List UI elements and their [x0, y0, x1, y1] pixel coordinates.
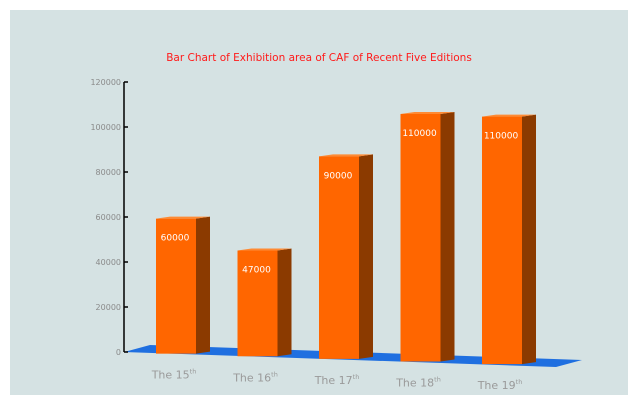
bar-top [482, 114, 536, 117]
bar-side [440, 111, 455, 362]
data-label: 90000 [324, 171, 353, 181]
y-tick-label: 60000 [96, 213, 121, 222]
category-label: The 17th [314, 373, 360, 387]
bar-side [196, 216, 210, 354]
bar-top [156, 216, 210, 219]
y-tick-label: 120000 [90, 78, 121, 87]
bar-front [482, 116, 522, 365]
bar [156, 216, 210, 354]
bar-top [319, 154, 373, 157]
bar-top [400, 111, 455, 114]
category-label: The 18th [395, 375, 441, 389]
y-tick-label: 20000 [96, 303, 121, 312]
bar-top [237, 248, 292, 251]
y-tick-label: 80000 [96, 168, 121, 177]
data-label: 60000 [161, 234, 190, 244]
chart-title: Bar Chart of Exhibition area of CAF of R… [166, 52, 472, 64]
y-tick-label: 100000 [90, 123, 121, 132]
data-label: 110000 [484, 132, 519, 142]
category-label: The 15th [151, 368, 197, 382]
bar-side [359, 154, 373, 359]
bar-front [156, 218, 196, 354]
bar-side [522, 114, 536, 365]
data-label: 47000 [242, 266, 271, 276]
category-label: The 19th [477, 378, 523, 392]
bar-front [237, 250, 278, 357]
bar [400, 111, 455, 362]
bar-side [277, 248, 292, 357]
data-label: 110000 [402, 129, 437, 139]
y-tick-label: 40000 [96, 258, 121, 267]
category-label: The 16th [232, 370, 278, 384]
y-tick-label: 0 [116, 348, 121, 357]
bar [319, 154, 373, 359]
bar [482, 114, 536, 365]
bar-front [319, 156, 359, 359]
bar [237, 248, 292, 357]
bar-front [400, 113, 441, 362]
